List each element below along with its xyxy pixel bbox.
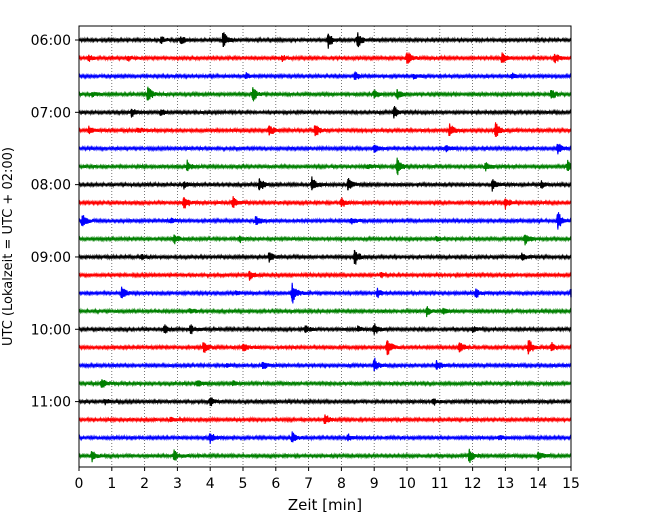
trace-row bbox=[78, 323, 572, 335]
trace-line bbox=[78, 86, 572, 102]
trace-line bbox=[78, 143, 572, 155]
x-tick-label: 7 bbox=[304, 476, 313, 492]
trace-row bbox=[78, 379, 572, 388]
trace-line bbox=[78, 105, 572, 119]
x-tick-label: 2 bbox=[140, 476, 149, 492]
trace-line bbox=[78, 397, 572, 407]
trace-line bbox=[78, 234, 572, 246]
trace-line bbox=[78, 379, 572, 388]
x-tick-label: 6 bbox=[271, 476, 280, 492]
x-tick-label: 9 bbox=[370, 476, 379, 492]
trace-rows bbox=[78, 32, 572, 464]
trace-row bbox=[78, 157, 572, 176]
trace-row bbox=[78, 414, 572, 424]
trace-line bbox=[78, 282, 572, 304]
x-tick-label: 1 bbox=[107, 476, 116, 492]
trace-line bbox=[78, 448, 572, 464]
trace-row bbox=[78, 340, 572, 356]
trace-row bbox=[78, 431, 572, 444]
trace-line bbox=[78, 323, 572, 335]
trace-row bbox=[78, 448, 572, 464]
y-axis-ticks: 06:00 07:00 08:00 09:00 10:00 11:00 bbox=[31, 33, 79, 411]
x-tick-label: 10 bbox=[398, 476, 416, 492]
trace-line bbox=[78, 122, 572, 138]
trace-line bbox=[78, 357, 572, 371]
x-tick-label: 14 bbox=[529, 476, 547, 492]
trace-line bbox=[78, 251, 572, 265]
trace-line bbox=[78, 71, 572, 81]
trace-row bbox=[78, 282, 572, 304]
trace-row bbox=[78, 196, 572, 210]
y-tick-label: 10:00 bbox=[31, 322, 71, 338]
x-tick-label: 3 bbox=[173, 476, 182, 492]
y-tick-label: 11:00 bbox=[31, 395, 71, 411]
x-tick-label: 11 bbox=[431, 476, 449, 492]
trace-line bbox=[78, 431, 572, 444]
trace-row bbox=[78, 397, 572, 407]
y-tick-label: 08:00 bbox=[31, 178, 71, 194]
trace-line bbox=[78, 52, 572, 64]
y-tick-label: 09:00 bbox=[31, 250, 71, 266]
trace-row bbox=[78, 143, 572, 155]
y-tick-label: 06:00 bbox=[31, 33, 71, 49]
trace-line bbox=[78, 306, 572, 318]
plot-frame bbox=[78, 25, 572, 468]
x-tick-label: 0 bbox=[75, 476, 84, 492]
y-axis-label: UTC (Lokalzeit = UTC + 02:00) bbox=[1, 147, 16, 346]
trace-line bbox=[78, 32, 572, 49]
x-tick-label: 4 bbox=[206, 476, 215, 492]
trace-row bbox=[78, 249, 572, 265]
trace-row bbox=[78, 270, 572, 281]
trace-row bbox=[78, 32, 572, 49]
y-tick-label: 07:00 bbox=[31, 105, 71, 121]
trace-row bbox=[78, 306, 572, 318]
x-tick-label: 13 bbox=[496, 476, 514, 492]
trace-line bbox=[78, 271, 572, 281]
x-tick-label: 8 bbox=[337, 476, 346, 492]
x-tick-label: 12 bbox=[464, 476, 482, 492]
trace-line bbox=[78, 212, 572, 230]
trace-line bbox=[78, 340, 572, 356]
trace-row bbox=[78, 212, 572, 230]
trace-row bbox=[78, 71, 572, 81]
trace-row bbox=[78, 357, 572, 372]
trace-row bbox=[78, 52, 572, 64]
x-axis-label: Zeit [min] bbox=[288, 496, 362, 514]
trace-row bbox=[78, 122, 572, 138]
trace-line bbox=[78, 414, 572, 424]
trace-line bbox=[78, 196, 572, 210]
x-tick-label: 5 bbox=[239, 476, 248, 492]
x-axis-ticks: 0 1 2 3 4 5 6 7 8 9 10 11 12 13 14 15 bbox=[75, 467, 580, 492]
trace-row bbox=[78, 105, 572, 119]
x-tick-label: 15 bbox=[562, 476, 580, 492]
trace-line bbox=[78, 176, 572, 192]
trace-row bbox=[78, 234, 572, 246]
trace-line bbox=[78, 157, 572, 176]
trace-row bbox=[78, 176, 572, 192]
trace-row bbox=[78, 86, 572, 102]
